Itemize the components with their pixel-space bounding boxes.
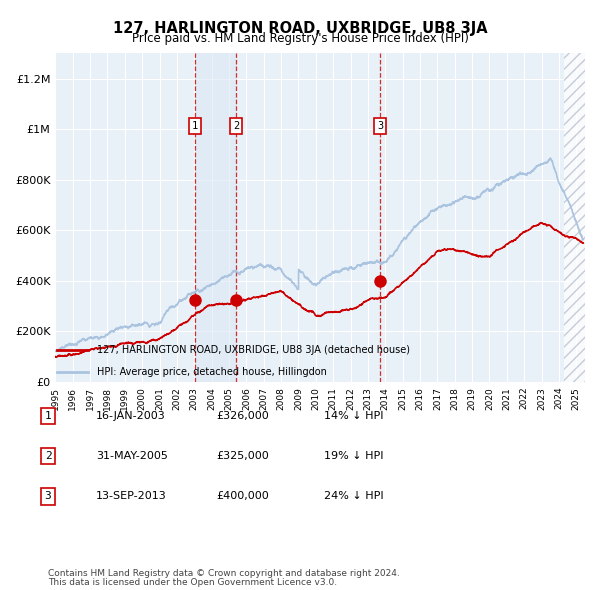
Text: 31-MAY-2005: 31-MAY-2005 — [96, 451, 168, 461]
Text: 1: 1 — [192, 120, 198, 130]
Text: Price paid vs. HM Land Registry's House Price Index (HPI): Price paid vs. HM Land Registry's House … — [131, 32, 469, 45]
Text: 16-JAN-2003: 16-JAN-2003 — [96, 411, 166, 421]
Text: 24% ↓ HPI: 24% ↓ HPI — [324, 491, 383, 501]
Text: This data is licensed under the Open Government Licence v3.0.: This data is licensed under the Open Gov… — [48, 578, 337, 587]
Text: HPI: Average price, detached house, Hillingdon: HPI: Average price, detached house, Hill… — [97, 368, 327, 378]
Text: £326,000: £326,000 — [216, 411, 269, 421]
Text: 3: 3 — [377, 120, 383, 130]
Text: £400,000: £400,000 — [216, 491, 269, 501]
Text: £325,000: £325,000 — [216, 451, 269, 461]
Text: 14% ↓ HPI: 14% ↓ HPI — [324, 411, 383, 421]
Text: 3: 3 — [44, 491, 52, 501]
Bar — [564, 53, 585, 382]
Text: 2: 2 — [233, 120, 239, 130]
Text: Contains HM Land Registry data © Crown copyright and database right 2024.: Contains HM Land Registry data © Crown c… — [48, 569, 400, 578]
Text: 13-SEP-2013: 13-SEP-2013 — [96, 491, 167, 501]
Text: 127, HARLINGTON ROAD, UXBRIDGE, UB8 3JA (detached house): 127, HARLINGTON ROAD, UXBRIDGE, UB8 3JA … — [97, 345, 410, 355]
Text: 127, HARLINGTON ROAD, UXBRIDGE, UB8 3JA: 127, HARLINGTON ROAD, UXBRIDGE, UB8 3JA — [113, 21, 487, 35]
Bar — [195, 53, 236, 382]
Text: 19% ↓ HPI: 19% ↓ HPI — [324, 451, 383, 461]
Text: 2: 2 — [44, 451, 52, 461]
Text: 1: 1 — [44, 411, 52, 421]
